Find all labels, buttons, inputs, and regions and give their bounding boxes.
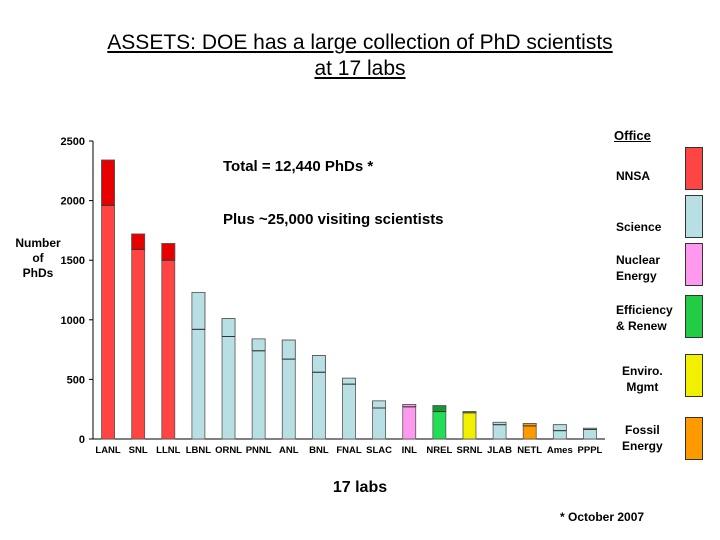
bar-top-segment-nrel bbox=[432, 405, 447, 412]
x-tick-label-lbnl: LBNL bbox=[186, 445, 212, 456]
visiting-annotation: Plus ~25,000 visiting scientists bbox=[223, 211, 444, 228]
bar-inl bbox=[402, 404, 417, 440]
legend-label-efficiency-renew-line-2: & Renew bbox=[616, 319, 667, 333]
legend-label-efficiency-renew: Efficiency & Renew bbox=[616, 302, 673, 334]
bar-snl bbox=[131, 233, 146, 440]
bar-top-segment-snl bbox=[131, 233, 146, 250]
x-tick-label-netl: NETL bbox=[517, 445, 542, 456]
y-tick-label: 0 bbox=[79, 434, 85, 446]
legend-label-fossil-energy: Fossil Energy bbox=[622, 422, 663, 454]
legend-label-science: Science bbox=[616, 219, 661, 235]
y-tick-label: 500 bbox=[67, 374, 85, 386]
bar-top-segment-fnal bbox=[342, 377, 356, 385]
x-tick-label-inl: INL bbox=[402, 445, 418, 456]
legend-label-fossil-energy-line-2: Energy bbox=[622, 439, 663, 453]
x-tick-label-llnl: LLNL bbox=[156, 445, 180, 456]
x-tick-label-nrel: NREL bbox=[426, 445, 452, 456]
chart-title: ASSETS: DOE has a large collection of Ph… bbox=[0, 30, 720, 82]
y-tick-label: 1500 bbox=[61, 255, 85, 267]
x-tick-label-anl: ANL bbox=[279, 445, 299, 456]
legend-label-science-line-1: Science bbox=[616, 220, 662, 234]
bar-pnnl bbox=[251, 338, 266, 440]
legend-label-nuclear-energy-line-2: Energy bbox=[616, 269, 657, 283]
y-axis-label: Number of PhDs bbox=[6, 236, 70, 281]
legend-swatch-enviro-mgmt bbox=[685, 354, 703, 397]
y-axis-label-line-2: of bbox=[32, 251, 44, 265]
legend-swatch-efficiency-renew bbox=[685, 295, 703, 338]
y-tick-label: 2000 bbox=[61, 196, 85, 208]
legend-swatch-fossil-energy bbox=[685, 417, 703, 460]
bar-top-segment-lbnl bbox=[191, 291, 206, 330]
x-tick-label-fnal: FNAL bbox=[336, 445, 362, 456]
legend-label-enviro-mgmt: Enviro. Mgmt bbox=[622, 363, 663, 395]
x-tick-label-bnl: BNL bbox=[309, 445, 329, 456]
x-tick-label-srnl: SRNL bbox=[457, 445, 483, 456]
bar-top-segment-ornl bbox=[221, 318, 236, 337]
footnote: * October 2007 bbox=[560, 510, 645, 524]
x-tick-label-slac: SLAC bbox=[366, 445, 392, 456]
bar-top-segment-pnnl bbox=[251, 338, 266, 352]
x-tick-label-pppl: PPPL bbox=[578, 445, 603, 456]
legend-label-enviro-mgmt-line-2: Mgmt bbox=[626, 380, 659, 394]
y-tick-label: 2500 bbox=[61, 136, 85, 148]
x-tick-label-ornl: ORNL bbox=[215, 445, 242, 456]
bar-top-segment-lanl bbox=[101, 159, 115, 206]
legend-swatch-nuclear-energy bbox=[685, 243, 703, 286]
x-axis-label: 17 labs bbox=[332, 479, 388, 496]
chart-title-line-1: ASSETS: DOE has a large collection of Ph… bbox=[107, 31, 613, 54]
bar-llnl bbox=[161, 243, 176, 440]
bar-top-segment-llnl bbox=[161, 243, 176, 261]
legend-label-nuclear-energy-line-1: Nuclear bbox=[616, 253, 661, 267]
legend-label-nuclear-energy: Nuclear Energy bbox=[616, 252, 660, 284]
bar-top-segment-anl bbox=[281, 339, 296, 360]
legend-label-nnsa-line-1: NNSA bbox=[616, 169, 651, 183]
x-tick-label-lanl: LANL bbox=[95, 445, 121, 456]
bar-fnal bbox=[342, 377, 356, 440]
y-axis-label-line-3: PhDs bbox=[22, 266, 54, 280]
bar-srnl bbox=[462, 411, 477, 440]
legend-title: Office bbox=[614, 128, 651, 143]
legend-label-enviro-mgmt-line-1: Enviro. bbox=[622, 364, 663, 378]
x-tick-label-ames: Ames bbox=[547, 445, 573, 456]
bar-top-segment-ames bbox=[552, 424, 567, 432]
total-annotation: Total = 12,440 PhDs * bbox=[223, 158, 374, 175]
chart-title-line-2: at 17 labs bbox=[314, 57, 406, 80]
legend-label-nnsa: NNSA bbox=[616, 168, 650, 184]
legend-label-efficiency-renew-line-1: Efficiency bbox=[616, 303, 673, 317]
bar-top-segment-slac bbox=[372, 400, 387, 409]
x-tick-label-jlab: JLAB bbox=[487, 445, 512, 456]
x-tick-label-pnnl: PNNL bbox=[246, 445, 272, 456]
y-tick-label: 1000 bbox=[61, 315, 85, 327]
x-tick-label-snl: SNL bbox=[129, 445, 148, 456]
bar-top-segment-bnl bbox=[311, 355, 326, 373]
legend-swatch-science bbox=[685, 195, 703, 238]
y-axis-label-line-1: Number bbox=[15, 236, 61, 250]
legend-swatch-nnsa bbox=[685, 147, 703, 190]
legend-label-fossil-energy-line-1: Fossil bbox=[625, 423, 660, 437]
